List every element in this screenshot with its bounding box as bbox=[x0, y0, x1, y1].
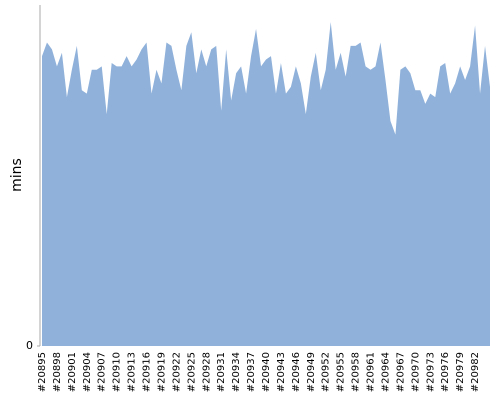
x-tick-label: #20913 bbox=[127, 352, 138, 392]
x-tick-label: #20946 bbox=[291, 352, 302, 392]
x-tick-label: #20967 bbox=[395, 352, 406, 392]
x-tick-label: #20925 bbox=[186, 352, 197, 392]
x-tick-label: #20958 bbox=[351, 352, 362, 392]
x-tick-label: #20898 bbox=[52, 352, 63, 392]
x-tick-label: #20961 bbox=[366, 352, 377, 392]
x-tick-label: #20934 bbox=[231, 352, 242, 392]
x-tick-label: #20964 bbox=[380, 352, 391, 392]
x-tick-label: #20955 bbox=[336, 352, 347, 392]
x-tick-label: #20982 bbox=[470, 352, 481, 392]
x-tick-label: #20943 bbox=[276, 352, 287, 392]
x-tick-label: #20901 bbox=[67, 352, 78, 392]
x-tick-label: #20910 bbox=[112, 352, 123, 392]
x-tick-label: #20928 bbox=[201, 352, 212, 392]
x-tick-label: #20973 bbox=[425, 352, 436, 392]
x-tick-label: #20970 bbox=[410, 352, 421, 392]
y-axis-label: mins bbox=[9, 158, 25, 192]
x-tick-label: #20949 bbox=[306, 352, 317, 392]
x-tick-label: #20904 bbox=[82, 352, 93, 392]
x-tick-label: #20922 bbox=[171, 352, 182, 392]
y-tick-label: 0 bbox=[26, 339, 33, 352]
x-tick-label: #20940 bbox=[261, 352, 272, 392]
x-tick-label: #20952 bbox=[321, 352, 332, 392]
x-tick-label: #20979 bbox=[455, 352, 466, 392]
x-tick-label: #20937 bbox=[246, 352, 257, 392]
x-tick-label: #20895 bbox=[37, 352, 48, 392]
area bbox=[42, 22, 490, 347]
x-tick-label: #20976 bbox=[440, 352, 451, 392]
x-tick-label: #20916 bbox=[142, 352, 153, 392]
x-tick-label: #20919 bbox=[156, 352, 167, 392]
x-tick-label: #20931 bbox=[216, 352, 227, 392]
x-tick-label: #20907 bbox=[97, 352, 108, 392]
